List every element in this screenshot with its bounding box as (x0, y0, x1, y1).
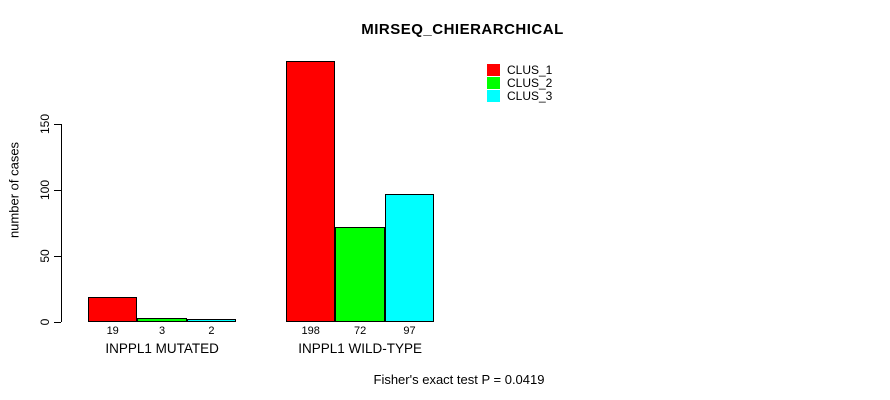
bar-value-label: 19 (106, 325, 119, 337)
legend-label: CLUS_1 (507, 62, 553, 77)
bar-clus_3-group2 (384, 194, 435, 322)
stat-test-annotation: Fisher's exact test P = 0.0419 (373, 372, 545, 387)
bar-clus_1-group1 (88, 297, 138, 322)
bar-value-label: 3 (159, 325, 166, 337)
group-label-1: INPPL1 MUTATED (105, 341, 219, 356)
bar-value-label: 198 (301, 325, 320, 337)
group-label-2: INPPL1 WILD-TYPE (298, 341, 422, 356)
legend-row: CLUS_3 (487, 89, 553, 104)
y-axis-title: number of cases (6, 141, 22, 239)
chart-title: MIRSEQ_CHIERARCHICAL (361, 21, 564, 38)
y-axis-tick-label: 50 (38, 249, 52, 263)
bar-value-label: 97 (403, 325, 416, 337)
bar-clus_2-group1 (137, 318, 187, 322)
y-axis-tick (54, 322, 61, 323)
legend-swatch (487, 63, 500, 76)
bar-clus_2-group2 (335, 227, 385, 322)
y-axis-line (61, 124, 62, 322)
y-axis-tick (54, 256, 61, 257)
bar-clus_1-group2 (286, 61, 336, 322)
bar-value-label: 72 (353, 325, 367, 337)
y-axis-tick-label: 150 (38, 113, 52, 135)
y-axis-tick (54, 190, 61, 191)
y-axis-tick-label: 100 (38, 179, 52, 201)
legend-row: CLUS_2 (487, 76, 553, 91)
y-axis-tick (54, 124, 61, 125)
legend-swatch (487, 77, 500, 90)
legend-label: CLUS_2 (507, 76, 553, 91)
legend: CLUS_1 CLUS_2 CLUS_3 (487, 63, 552, 103)
bar-value-label: 2 (208, 325, 215, 337)
bar-clus_3-group1 (186, 319, 237, 322)
legend-label: CLUS_3 (507, 89, 553, 104)
y-axis-tick-label: 0 (38, 318, 52, 326)
legend-row: CLUS_1 (487, 62, 553, 77)
legend-swatch (487, 90, 500, 103)
